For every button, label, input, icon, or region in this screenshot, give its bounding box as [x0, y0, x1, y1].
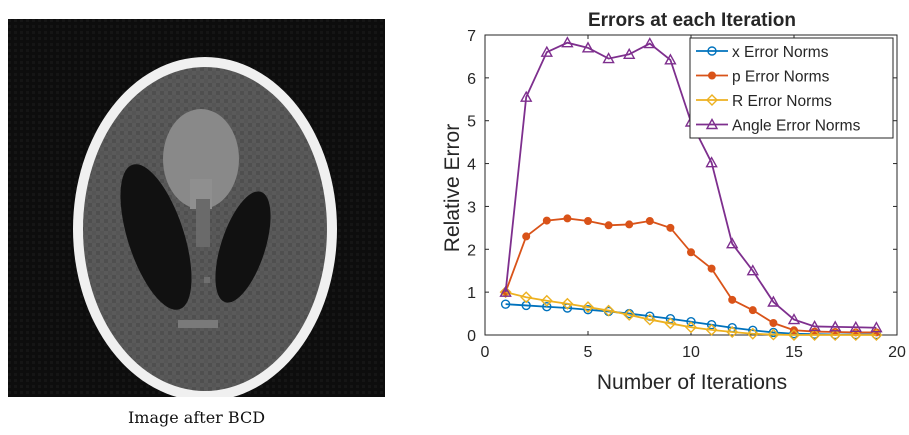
data-point	[584, 217, 592, 225]
chart-title: Errors at each Iteration	[588, 10, 796, 31]
legend-entry: Angle Error Norms	[732, 118, 861, 135]
legend-marker	[706, 94, 718, 106]
data-point	[767, 295, 780, 307]
series-2	[499, 286, 883, 341]
data-point	[664, 317, 677, 330]
data-point	[870, 329, 883, 341]
legend-entry: R Error Norms	[732, 93, 832, 110]
bright-region	[163, 109, 239, 209]
data-point	[666, 223, 675, 232]
data-point	[499, 286, 512, 299]
series-line	[505, 303, 877, 336]
data-point	[583, 305, 593, 315]
y-tick-label: 6	[467, 71, 476, 88]
data-point	[788, 329, 800, 341]
y-tick-label: 5	[467, 114, 476, 131]
data-point	[542, 216, 551, 225]
data-point	[686, 317, 696, 327]
x-axis-label: Number of Iterations	[597, 371, 787, 394]
data-point	[870, 321, 883, 333]
data-point	[726, 237, 739, 249]
data-point	[520, 291, 533, 304]
series-line	[504, 217, 877, 334]
legend-entry: p Error Norms	[732, 69, 830, 86]
data-point	[643, 37, 656, 49]
data-point	[645, 217, 654, 225]
data-point	[849, 320, 862, 332]
data-point	[705, 156, 718, 168]
legend-entry: x Error Norms	[732, 44, 829, 61]
data-point	[522, 232, 531, 241]
data-point	[808, 319, 821, 332]
y-tick-label: 0	[467, 328, 476, 345]
data-point	[748, 306, 757, 315]
legend-box	[689, 37, 894, 139]
data-point	[561, 36, 574, 48]
x-tick-label: 10	[682, 344, 700, 361]
legend: x Error Norms p Error Norms R Error Norms A…	[689, 37, 894, 139]
dot-small	[204, 277, 210, 283]
data-point	[542, 302, 552, 312]
phantom-image	[8, 19, 385, 397]
small-bar	[178, 320, 218, 328]
plot-area: 0 5 10 15 20 0 1 2 3 4 5 6 7	[467, 28, 906, 361]
data-point	[625, 220, 634, 229]
data-point	[540, 294, 553, 307]
data-point	[728, 295, 737, 304]
series-line	[505, 291, 877, 336]
data-point	[746, 327, 759, 340]
data-point	[604, 221, 613, 230]
stem-lower	[196, 199, 210, 247]
data-point	[829, 320, 842, 332]
data-point	[707, 264, 716, 273]
data-point	[623, 308, 636, 321]
data-point	[499, 285, 512, 297]
data-point	[706, 320, 717, 330]
legend-marker	[705, 118, 719, 130]
dark-ellipse-right	[215, 191, 271, 303]
y-tick-label: 4	[467, 157, 476, 174]
data-point	[561, 297, 574, 310]
phantom-image-panel	[8, 19, 385, 397]
y-tick-label: 3	[467, 199, 476, 216]
data-point	[582, 301, 594, 314]
data-point	[787, 313, 801, 325]
data-point	[602, 52, 615, 64]
data-point	[808, 329, 821, 341]
data-point	[520, 90, 533, 102]
data-point	[849, 329, 862, 341]
x-tick-label: 5	[584, 344, 593, 361]
y-tick-label: 1	[467, 285, 476, 302]
data-point	[726, 326, 739, 338]
data-point	[768, 327, 779, 338]
series-1	[501, 214, 881, 337]
x-tick-label: 20	[888, 344, 906, 361]
y-axis-label: Relative Error	[441, 124, 464, 252]
data-point	[563, 214, 572, 223]
data-point	[500, 299, 511, 309]
data-point	[643, 313, 656, 326]
data-point	[687, 248, 695, 257]
legend-marker	[707, 46, 717, 56]
legend-marker	[708, 71, 716, 80]
data-point	[767, 328, 780, 341]
data-point	[705, 323, 718, 336]
image-caption: Image after BCD	[127, 408, 266, 427]
data-point	[623, 47, 636, 59]
data-point	[540, 45, 553, 57]
data-point	[769, 319, 778, 327]
x-tick-label: 0	[481, 344, 490, 361]
data-point	[829, 329, 842, 341]
data-point	[664, 53, 677, 65]
dark-ellipse-left	[120, 164, 192, 310]
data-point	[685, 321, 697, 334]
data-point	[581, 41, 595, 53]
y-tick-label: 7	[467, 28, 476, 45]
data-point	[602, 304, 615, 317]
x-tick-label: 15	[785, 344, 803, 361]
data-point	[746, 264, 759, 276]
y-tick-label: 2	[467, 242, 476, 259]
